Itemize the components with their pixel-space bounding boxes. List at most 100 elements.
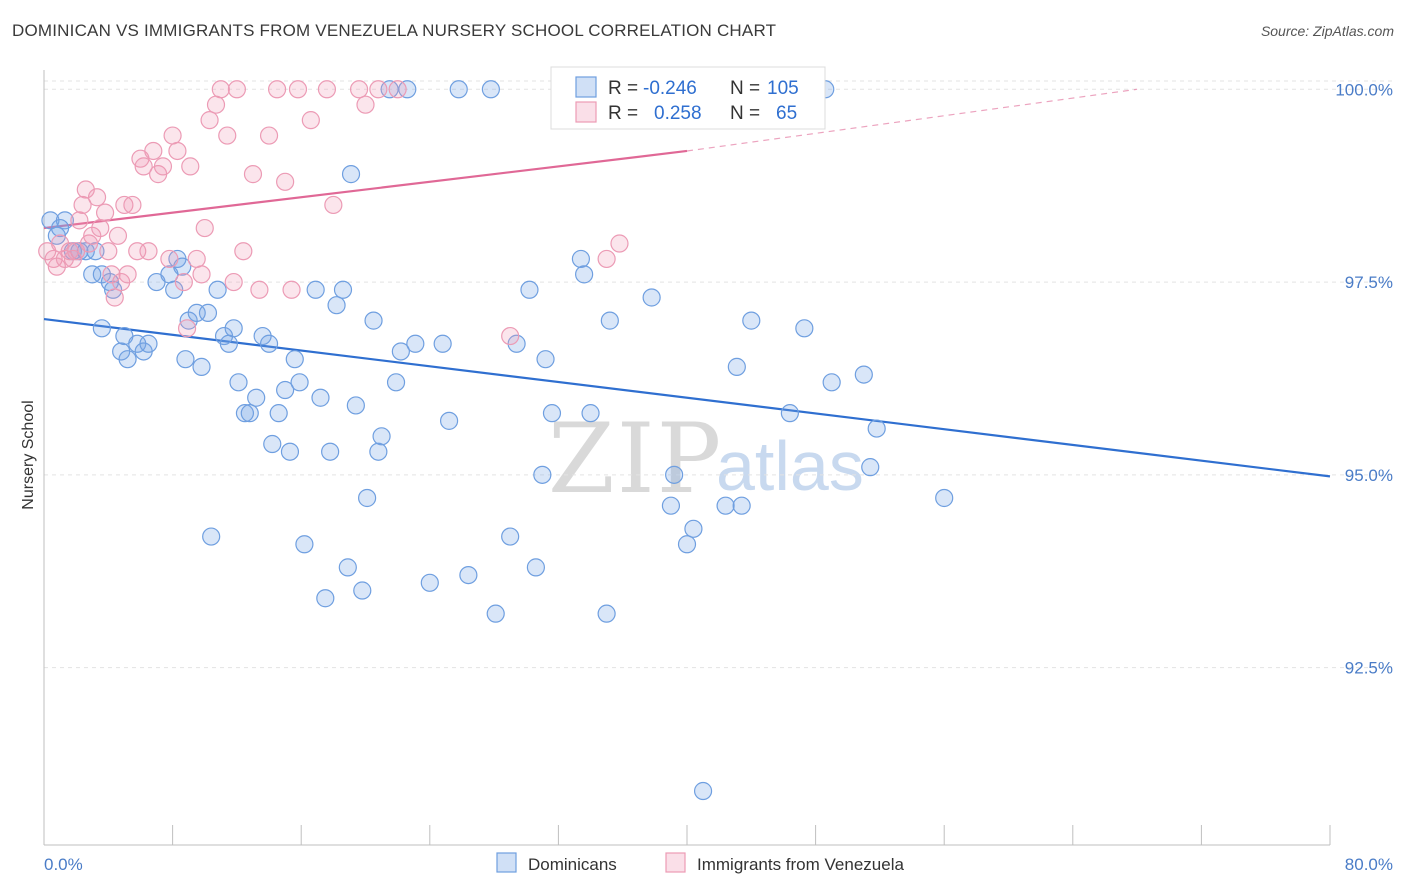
point-venezuela: [388, 80, 407, 99]
watermark-atlas: atlas: [716, 427, 864, 505]
point-venezuela: [195, 218, 214, 238]
legend-r-value-1: -0.246: [643, 78, 697, 99]
point-dominicans: [677, 535, 697, 554]
point-dominicans: [449, 80, 468, 99]
point-dominicans: [536, 350, 555, 369]
x-tick-label-max: 80.0%: [1345, 855, 1393, 874]
legend-r-value-2: 0.258: [654, 103, 702, 124]
point-venezuela: [259, 126, 279, 145]
point-venezuela: [70, 211, 89, 230]
point-dominicans: [386, 373, 406, 392]
point-dominicans: [727, 357, 746, 376]
point-dominicans: [661, 496, 681, 515]
series-legend-label-venezuela: Immigrants from Venezuela: [697, 855, 904, 874]
point-venezuela: [87, 188, 107, 207]
point-venezuela: [134, 157, 153, 176]
point-dominicans: [327, 296, 346, 315]
point-venezuela: [250, 280, 269, 299]
point-dominicans: [247, 388, 266, 407]
point-venezuela: [91, 218, 110, 238]
point-dominicans: [867, 419, 886, 438]
point-dominicans: [311, 388, 330, 407]
legend-r-label-1: R =: [608, 78, 638, 99]
legend-r-label-2: R =: [608, 103, 638, 124]
series-legend-label-dominicans: Dominicans: [528, 855, 617, 874]
point-dominicans: [346, 396, 365, 415]
legend-n-value-2: 65: [776, 103, 797, 124]
point-venezuela: [501, 326, 520, 346]
point-dominicans: [486, 604, 505, 623]
point-venezuela: [234, 242, 253, 261]
point-dominicans: [854, 365, 873, 384]
point-venezuela: [95, 203, 115, 222]
point-dominicans: [526, 558, 545, 577]
point-venezuela: [187, 249, 206, 269]
point-dominicans: [716, 496, 735, 515]
point-venezuela: [356, 95, 375, 114]
point-dominicans: [259, 334, 279, 353]
point-dominicans: [642, 288, 661, 307]
point-venezuela: [108, 226, 128, 245]
point-dominicans: [575, 265, 594, 284]
point-dominicans: [665, 465, 684, 484]
point-venezuela: [349, 80, 369, 99]
x-tick-label-min: 0.0%: [44, 855, 83, 874]
point-venezuela: [99, 242, 118, 261]
point-dominicans: [822, 373, 841, 392]
point-venezuela: [276, 172, 295, 191]
point-dominicans: [295, 535, 314, 554]
point-venezuela: [211, 80, 230, 99]
point-venezuela: [181, 157, 200, 176]
point-venezuela: [153, 157, 173, 176]
point-dominicans: [280, 442, 300, 461]
point-dominicans: [861, 458, 880, 477]
legend-n-label-2: N =: [730, 103, 760, 124]
series-legend: Dominicans Immigrants from Venezuela: [496, 852, 904, 874]
point-dominicans: [364, 311, 383, 330]
point-dominicans: [202, 527, 221, 546]
point-dominicans: [290, 373, 309, 392]
point-dominicans: [118, 350, 137, 369]
point-venezuela: [610, 234, 629, 253]
point-dominicans: [372, 427, 391, 446]
point-venezuela: [144, 141, 163, 161]
y-tick-label: 92.5%: [1345, 659, 1393, 678]
y-axis-label: Nursery School: [20, 400, 37, 509]
point-dominicans: [240, 404, 259, 423]
point-dominicans: [50, 218, 70, 238]
point-dominicans: [321, 442, 340, 461]
point-venezuela: [267, 80, 287, 99]
watermark-zip: ZIP: [548, 403, 723, 515]
point-dominicans: [208, 280, 227, 299]
point-dominicans: [316, 589, 335, 608]
trend-lines: [43, 88, 1331, 478]
point-venezuela: [317, 80, 337, 99]
point-dominicans: [571, 249, 591, 269]
point-dominicans: [501, 527, 520, 546]
point-venezuela: [227, 80, 246, 99]
stats-legend: R = -0.246 N = 105 R = 0.258 N = 65: [550, 66, 826, 130]
point-dominicans: [333, 280, 353, 299]
point-dominicans: [165, 280, 184, 299]
point-dominicans: [369, 442, 388, 461]
point-dominicans: [795, 319, 814, 338]
point-venezuela: [102, 265, 121, 284]
point-dominicans: [398, 80, 417, 99]
point-venezuela: [118, 265, 137, 284]
watermark: ZIP atlas: [548, 403, 864, 515]
point-venezuela: [288, 80, 308, 99]
point-dominicans: [391, 342, 410, 361]
point-dominicans: [935, 488, 954, 508]
point-dominicans: [420, 573, 439, 592]
point-dominicans: [732, 496, 751, 515]
point-venezuela: [224, 272, 243, 292]
point-dominicans: [433, 334, 452, 353]
point-dominicans: [459, 565, 478, 585]
source-credit: Source: ZipAtlas.com: [1260, 23, 1394, 39]
point-venezuela: [597, 249, 616, 269]
point-venezuela: [369, 80, 388, 99]
point-venezuela: [139, 242, 158, 261]
point-dominicans: [306, 280, 325, 299]
y-tick-label: 95.0%: [1345, 466, 1393, 485]
